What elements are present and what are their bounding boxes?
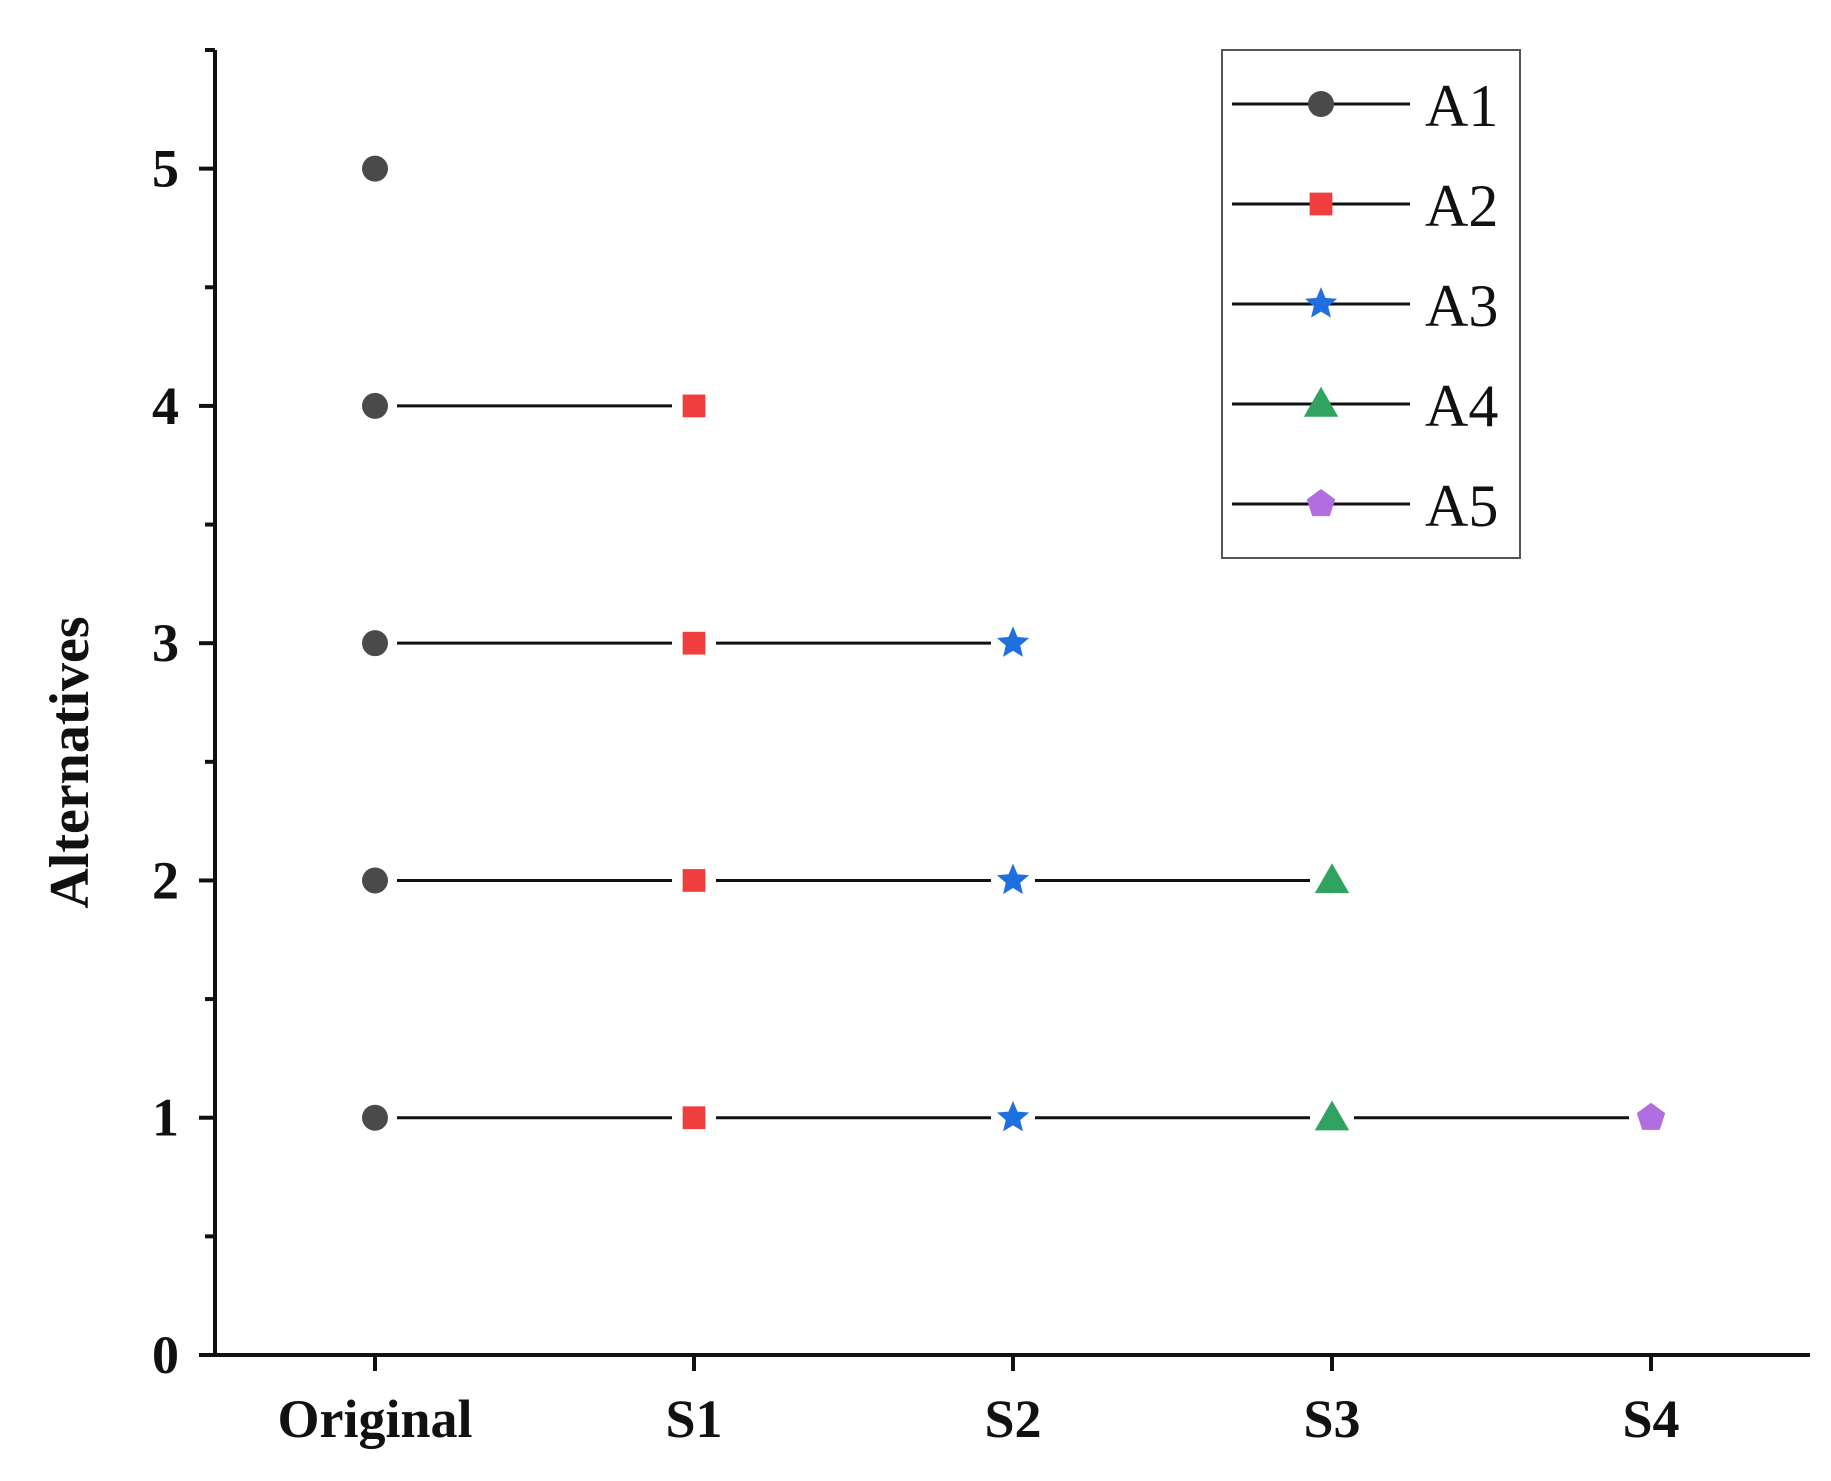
legend-item-a4: A4 <box>1232 373 1498 439</box>
y-tick-label: 5 <box>152 139 179 199</box>
x-tick-label: S3 <box>1303 1389 1360 1449</box>
legend-marker-a4 <box>1303 386 1339 417</box>
series-lines <box>397 404 1629 1120</box>
data-point-a2 <box>682 869 706 892</box>
data-point-a2 <box>682 1106 706 1130</box>
series-markers <box>362 155 1666 1132</box>
data-point-a2 <box>682 631 706 655</box>
legend-item-a5: A5 <box>1232 473 1498 539</box>
data-point-a4 <box>1314 1100 1350 1131</box>
x-tick-label: Original <box>277 1389 472 1449</box>
y-tick-label: 1 <box>152 1088 179 1148</box>
y-tick-label: 0 <box>152 1325 179 1385</box>
y-tick-label: 2 <box>152 850 179 910</box>
legend-item-a3: A3 <box>1232 273 1498 339</box>
legend-marker-a3 <box>1304 287 1338 318</box>
legend-label: A4 <box>1425 373 1498 439</box>
y-axis-title: Alternatives <box>39 616 101 908</box>
y-tick-label: 4 <box>152 376 179 436</box>
y-tick-label: 3 <box>152 613 179 673</box>
data-point-a2 <box>682 394 706 418</box>
data-point-a1 <box>362 392 388 419</box>
legend-item-a1: A1 <box>1232 73 1498 139</box>
data-point-a3 <box>996 626 1030 657</box>
axes: 0 1 2 3 4 5 Original S1 S2 S3 S4 Alternatives <box>39 48 1810 1449</box>
legend-label: A3 <box>1425 273 1498 339</box>
data-point-a3 <box>996 1100 1030 1132</box>
x-tick-label: S2 <box>984 1389 1041 1449</box>
data-point-a1 <box>362 630 388 657</box>
x-tick-label: S1 <box>665 1389 722 1449</box>
data-point-a5 <box>1636 1102 1666 1130</box>
legend-label: A5 <box>1425 473 1498 539</box>
legend-marker-a2 <box>1309 192 1333 216</box>
data-point-a1 <box>362 1104 388 1131</box>
data-point-a4 <box>1314 863 1350 894</box>
legend-marker-a1 <box>1308 91 1334 117</box>
x-tick-label: S4 <box>1622 1389 1679 1449</box>
legend-label: A2 <box>1425 173 1498 239</box>
legend-label: A1 <box>1425 73 1498 139</box>
data-point-a1 <box>362 867 388 894</box>
legend: A1 A2 A3 A4 A5 <box>1221 49 1521 559</box>
legend-item-a2: A2 <box>1232 173 1498 239</box>
data-point-a1 <box>362 155 388 182</box>
data-point-a3 <box>996 863 1030 895</box>
legend-marker-a5 <box>1306 489 1336 517</box>
